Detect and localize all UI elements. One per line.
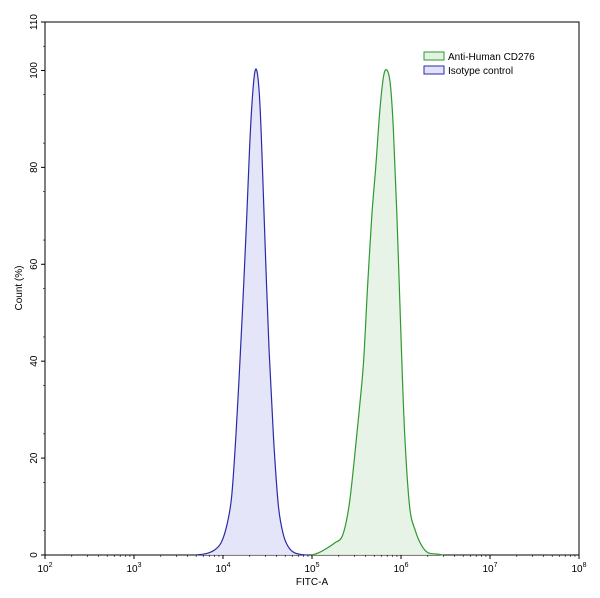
legend-label-0: Anti-Human CD276 — [448, 52, 535, 63]
series-layer — [196, 68, 444, 556]
x-tick-label: 107 — [482, 562, 497, 575]
x-tick-label: 105 — [304, 562, 319, 575]
y-axis-title: Count (%) — [14, 265, 25, 310]
y-axis-ticks: 0 20 40 60 80 100 110 — [29, 14, 45, 558]
plot-area — [44, 21, 580, 556]
y-tick-label: 60 — [29, 258, 40, 270]
y-tick-label: 40 — [29, 355, 40, 367]
x-tick-label: 104 — [215, 562, 230, 575]
series-1-fill — [196, 69, 308, 555]
y-tick-label: 20 — [29, 452, 40, 464]
y-tick-label: 0 — [29, 552, 40, 558]
legend-swatch-1 — [423, 65, 445, 75]
series-0-line — [311, 68, 444, 556]
x-tick-label: 106 — [393, 562, 408, 575]
y-tick-label: 110 — [29, 14, 40, 30]
legend-swatch-0 — [423, 51, 445, 61]
y-tick-label: 100 — [29, 62, 40, 79]
x-tick-label: 102 — [37, 562, 52, 575]
x-tick-label: 108 — [571, 562, 586, 575]
x-axis-ticks: 102 103 104 105 106 107 108 — [37, 555, 587, 575]
x-tick-label: 103 — [126, 562, 141, 575]
series-0-fill — [312, 69, 444, 556]
legend: Anti-Human CD276 Isotype control — [423, 51, 535, 77]
legend-label-1: Isotype control — [448, 66, 513, 77]
x-axis-title: FITC-A — [296, 577, 329, 588]
series-1-line — [196, 68, 308, 556]
y-tick-label: 80 — [29, 161, 40, 173]
